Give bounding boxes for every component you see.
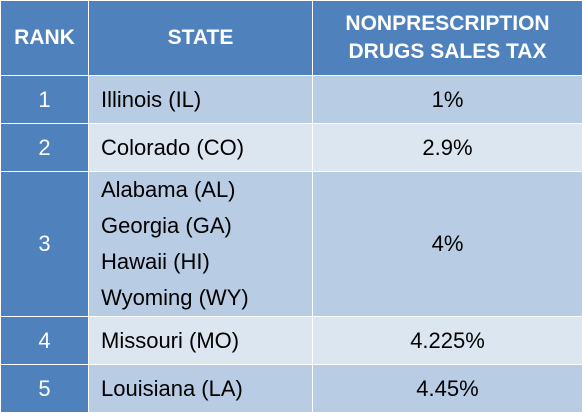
rank-cell: 5	[1, 365, 89, 413]
table-row: 4 Missouri (MO) 4.225%	[1, 317, 582, 365]
tax-header-line-2: DRUGS SALES TAX	[313, 38, 582, 66]
state-column-header: STATE	[89, 1, 313, 76]
state-name: Georgia (GA)	[101, 208, 312, 244]
table-row: 3 Alabama (AL) Georgia (GA) Hawaii (HI) …	[1, 172, 582, 317]
rank-cell: 1	[1, 76, 89, 124]
table-row: 5 Louisiana (LA) 4.45%	[1, 365, 582, 413]
state-name: Hawaii (HI)	[101, 244, 312, 280]
tax-cell: 1%	[313, 76, 582, 124]
table-row: 1 Illinois (IL) 1%	[1, 76, 582, 124]
tax-cell: 4.45%	[313, 365, 582, 413]
tax-cell: 4%	[313, 172, 582, 317]
rank-cell: 4	[1, 317, 89, 365]
state-name: Alabama (AL)	[101, 172, 312, 208]
state-cell: Colorado (CO)	[89, 124, 313, 172]
state-name: Illinois (IL)	[101, 82, 312, 118]
rank-column-header: RANK	[1, 1, 89, 76]
state-cell: Illinois (IL)	[89, 76, 313, 124]
rank-cell: 2	[1, 124, 89, 172]
state-cell: Missouri (MO)	[89, 317, 313, 365]
state-name: Wyoming (WY)	[101, 280, 312, 316]
table-row: 2 Colorado (CO) 2.9%	[1, 124, 582, 172]
state-cell: Alabama (AL) Georgia (GA) Hawaii (HI) Wy…	[89, 172, 313, 317]
state-name: Missouri (MO)	[101, 323, 312, 359]
table-header-row: RANK STATE NONPRESCRIPTION DRUGS SALES T…	[1, 1, 582, 76]
tax-cell: 2.9%	[313, 124, 582, 172]
state-name: Colorado (CO)	[101, 130, 312, 166]
rank-cell: 3	[1, 172, 89, 317]
state-name: Louisiana (LA)	[101, 371, 312, 407]
tax-header-line-1: NONPRESCRIPTION	[313, 10, 582, 38]
tax-cell: 4.225%	[313, 317, 582, 365]
state-cell: Louisiana (LA)	[89, 365, 313, 413]
tax-column-header: NONPRESCRIPTION DRUGS SALES TAX	[313, 1, 582, 76]
